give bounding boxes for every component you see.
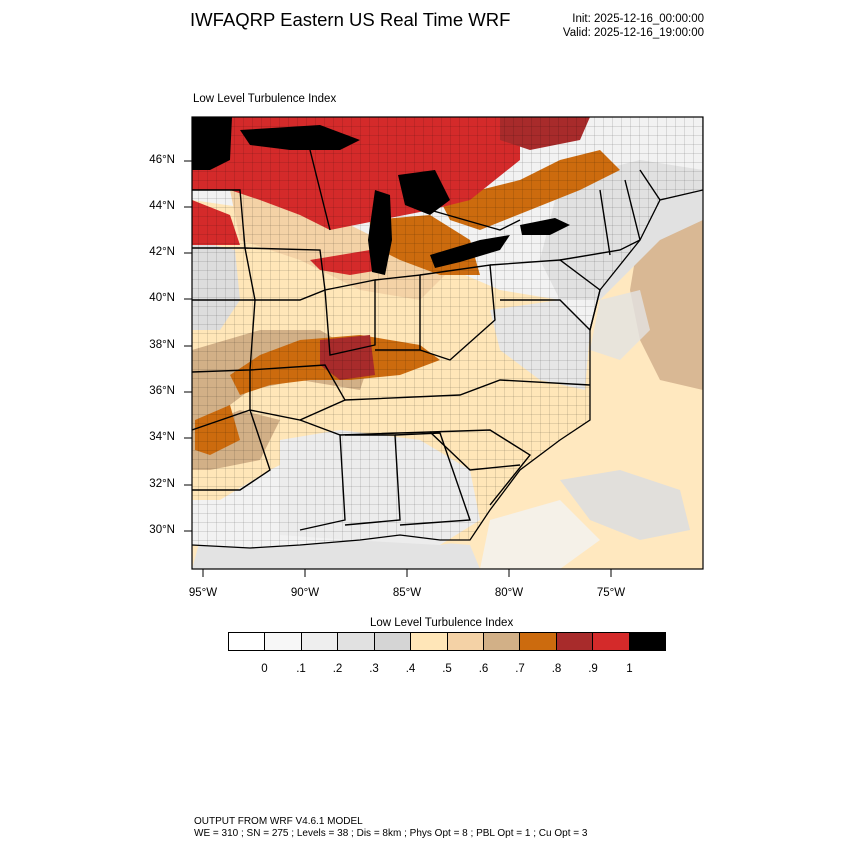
legend-tick-1: .1 bbox=[296, 663, 306, 675]
legend-tick-6: .6 bbox=[478, 663, 489, 675]
map-field bbox=[192, 117, 703, 569]
lat-ticks bbox=[184, 160, 192, 532]
lat-label-40n: 40°N bbox=[149, 292, 175, 304]
state-boundaries bbox=[192, 149, 661, 531]
atlantic-light-patch bbox=[480, 500, 600, 569]
valid-time-label: Valid: 2025-12-16_19:00:00 bbox=[562, 27, 704, 39]
legend-tick-10: 1 bbox=[626, 663, 633, 675]
legend-tick-8: .8 bbox=[551, 663, 562, 675]
legend-swatch-0 bbox=[229, 633, 266, 650]
lat-label-32n: 32°N bbox=[149, 478, 175, 490]
lat-label-46n: 46°N bbox=[149, 154, 175, 166]
legend-swatch-10 bbox=[593, 633, 630, 650]
lat-label-38n: 38°N bbox=[149, 339, 175, 351]
lon-label-75w: 75°W bbox=[596, 587, 626, 599]
lake-huron bbox=[398, 170, 450, 215]
color-legend-bar bbox=[228, 632, 666, 651]
legend-tick-3: .3 bbox=[369, 663, 379, 675]
legend-swatch-2 bbox=[301, 633, 339, 650]
legend-tick-7: .7 bbox=[515, 663, 525, 675]
coastline bbox=[192, 189, 703, 549]
lon-label-85w: 85°W bbox=[392, 587, 422, 599]
lon-label-90w: 90°W bbox=[290, 587, 320, 599]
legend-swatch-8 bbox=[520, 633, 557, 650]
lon-label-80w: 80°W bbox=[494, 587, 524, 599]
legend-swatch-11 bbox=[629, 633, 666, 650]
model-info-line2: WE = 310 ; SN = 275 ; Levels = 38 ; Dis … bbox=[194, 828, 588, 839]
lake-ontario bbox=[520, 218, 570, 235]
legend-swatch-5 bbox=[411, 633, 448, 650]
lat-label-42n: 42°N bbox=[149, 246, 175, 258]
lake-michigan bbox=[368, 190, 392, 275]
model-info-line1: OUTPUT FROM WRF V4.6.1 MODEL bbox=[194, 816, 363, 827]
lon-label-95w: 95°W bbox=[188, 587, 218, 599]
legend-swatch-4 bbox=[374, 633, 412, 650]
lat-label-36n: 36°N bbox=[149, 385, 175, 397]
offshore-gray-band bbox=[590, 290, 650, 360]
lon-ticks bbox=[202, 569, 612, 577]
offshore-tan-band bbox=[630, 220, 703, 390]
legend-tick-9: .9 bbox=[588, 663, 598, 675]
legend-tick-0: 0 bbox=[261, 663, 268, 675]
plot-title: IWFAQRP Eastern US Real Time WRF bbox=[190, 9, 511, 30]
county-boundaries bbox=[192, 117, 703, 548]
lat-label-44n: 44°N bbox=[149, 200, 175, 212]
map-frame bbox=[191, 116, 704, 570]
legend-tick-2: .2 bbox=[332, 663, 343, 675]
legend-tick-5: .5 bbox=[442, 663, 452, 675]
legend-swatch-1 bbox=[265, 633, 302, 650]
lat-label-34n: 34°N bbox=[149, 431, 175, 443]
legend-swatch-9 bbox=[556, 633, 594, 650]
lake-superior bbox=[240, 125, 360, 150]
panel-title: Low Level Turbulence Index bbox=[193, 93, 337, 105]
legend-tick-4: .4 bbox=[405, 663, 416, 675]
lake-erie bbox=[430, 235, 510, 268]
atlantic-gray-patch bbox=[560, 470, 690, 540]
lat-label-30n: 30°N bbox=[149, 524, 175, 536]
legend-swatch-6 bbox=[447, 633, 484, 650]
init-time-label: Init: 2025-12-16_00:00:00 bbox=[572, 13, 704, 25]
legend-title: Low Level Turbulence Index bbox=[370, 617, 514, 629]
legend-swatch-3 bbox=[338, 633, 375, 650]
legend-swatch-7 bbox=[483, 633, 521, 650]
